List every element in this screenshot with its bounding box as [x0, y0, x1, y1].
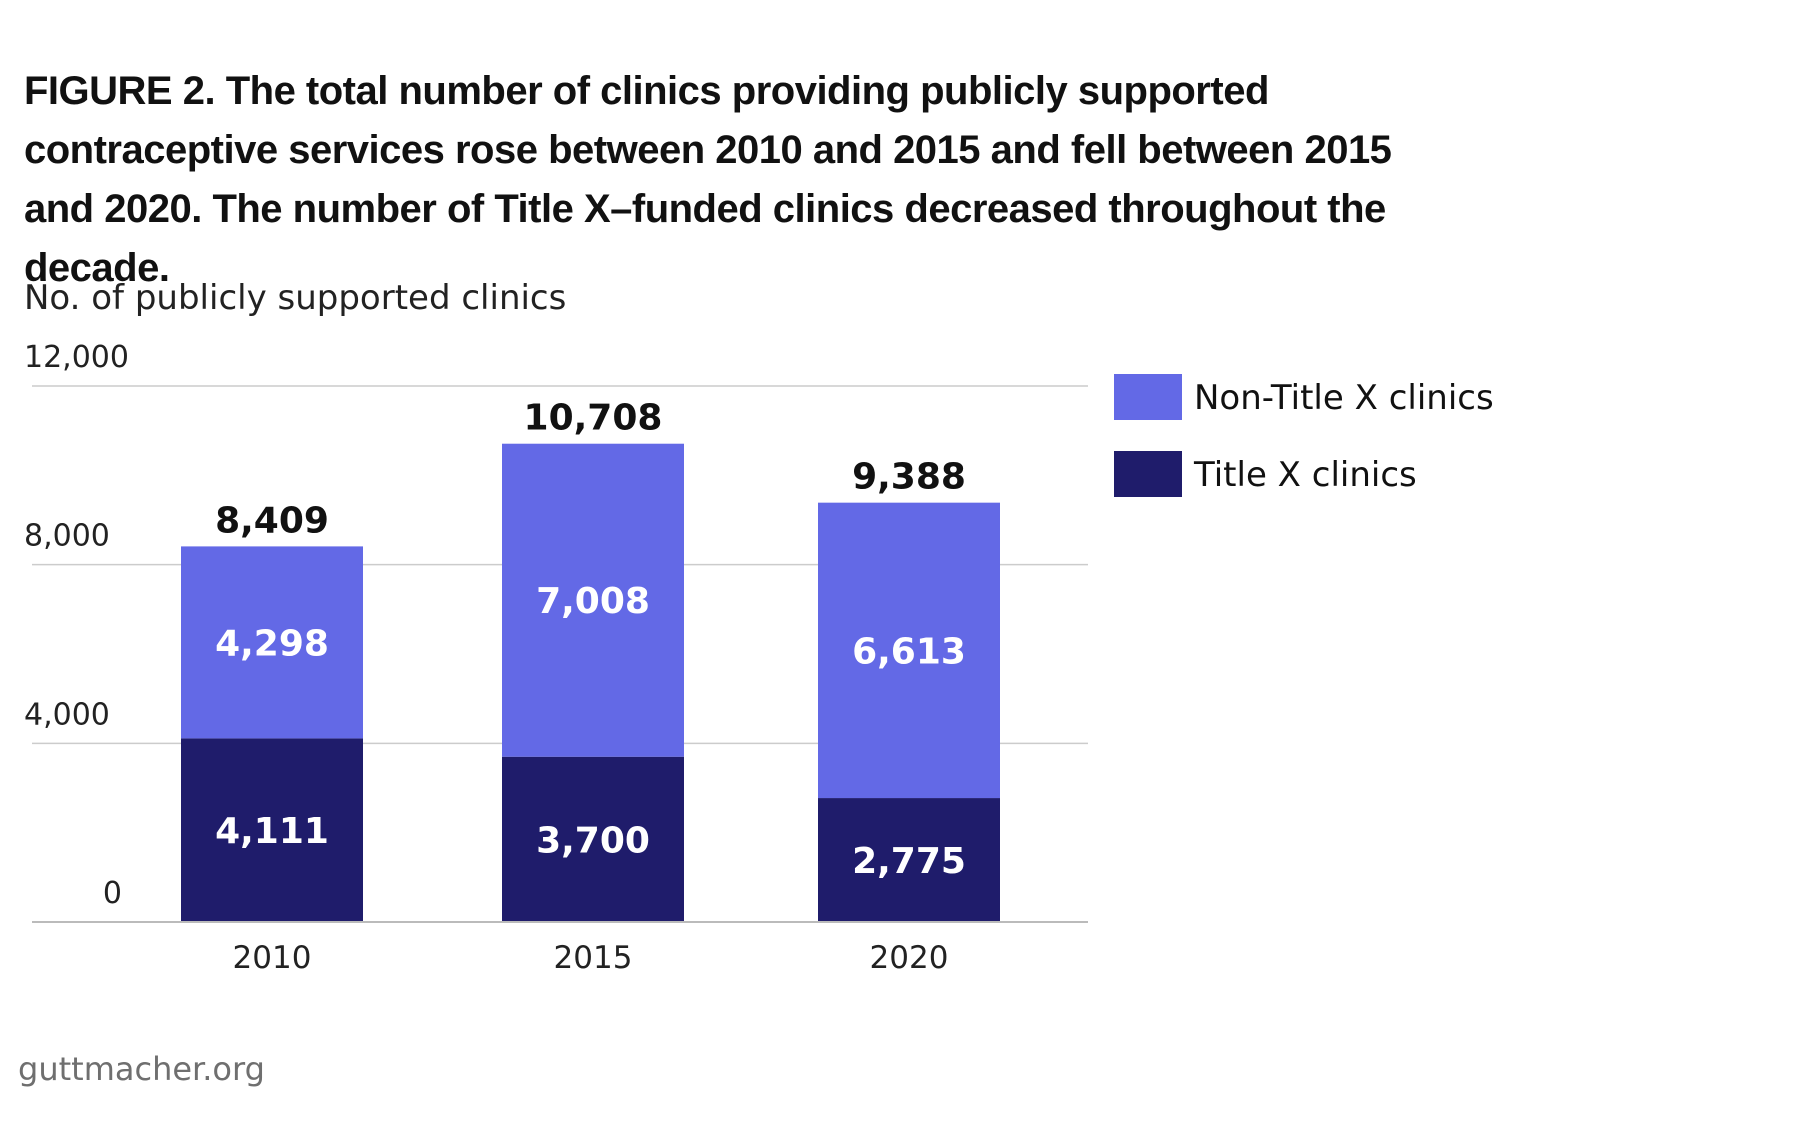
bar-non-title-x-2015	[502, 443, 684, 757]
bar-title-x-2015	[502, 756, 684, 922]
x-tick-label-2020: 2020	[870, 940, 949, 976]
total-label-2015: 10,708	[524, 398, 663, 439]
bar-title-x-2020	[818, 798, 1000, 922]
y-tick-label-8000: 8,000	[24, 519, 110, 554]
y-tick-label-4000: 4,000	[24, 697, 110, 732]
legend-swatch-title-x	[1114, 451, 1182, 497]
data-label-title-x-2010: 4,111	[215, 811, 329, 852]
y-axis-label: No. of publicly supported clinics	[24, 278, 566, 318]
total-label-2010: 8,409	[215, 500, 329, 541]
chart-title: FIGURE 2. The total number of clinics pr…	[24, 69, 1392, 290]
legend-label-title-x: Title X clinics	[1193, 455, 1417, 495]
legend-swatch-non-title-x	[1114, 374, 1182, 420]
bar-non-title-x-2020	[818, 502, 1000, 799]
bar-title-x-2010	[181, 738, 363, 922]
data-label-non-title-x-2015: 7,008	[536, 581, 650, 622]
y-tick-label-12000: 12,000	[24, 340, 129, 375]
data-label-non-title-x-2010: 4,298	[215, 623, 329, 664]
legend-label-non-title-x: Non-Title X clinics	[1194, 378, 1494, 418]
y-tick-label-0: 0	[103, 876, 122, 911]
source-credit: guttmacher.org	[18, 1050, 265, 1088]
data-label-title-x-2015: 3,700	[536, 820, 650, 861]
total-label-2020: 9,388	[852, 457, 966, 498]
x-tick-label-2010: 2010	[233, 940, 312, 976]
data-label-title-x-2020: 2,775	[852, 841, 966, 882]
data-label-non-title-x-2020: 6,613	[852, 631, 966, 672]
x-tick-label-2015: 2015	[554, 940, 633, 976]
bar-non-title-x-2010	[181, 546, 363, 739]
